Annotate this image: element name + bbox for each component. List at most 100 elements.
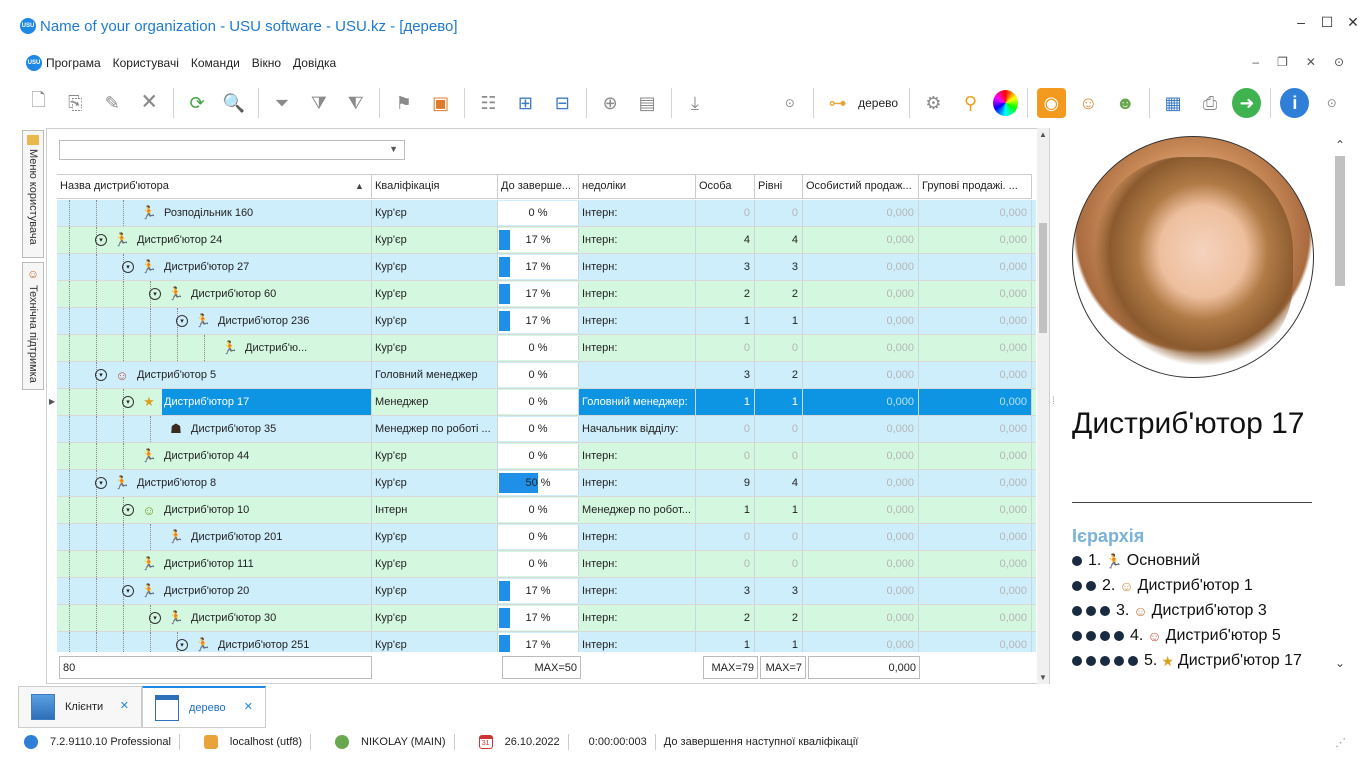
col-persons[interactable]: Особа: [696, 175, 755, 198]
toolbar-options-icon[interactable]: ⊙: [1326, 96, 1337, 110]
notes-icon[interactable]: ▤: [638, 92, 656, 113]
details-scroll-down-icon[interactable]: ⌄: [1335, 656, 1346, 670]
download-icon[interactable]: ⤓: [691, 92, 699, 113]
menu-program[interactable]: Програма: [46, 56, 101, 70]
expand-toggle-icon[interactable]: ▾: [122, 504, 134, 516]
table-row[interactable]: ▾ 🏃 Дистриб'ютор 60 Кур'єр 17 % Інтерн: …: [57, 281, 1036, 308]
menu-users[interactable]: Користувачі: [112, 56, 179, 70]
edit-record-icon[interactable]: ✎: [104, 92, 120, 113]
filter-dropdown[interactable]: ▼: [59, 140, 405, 160]
table-row[interactable]: ▾ 🏃 Дистриб'ютор 24 Кур'єр 17 % Інтерн: …: [57, 227, 1036, 254]
splitter-handle[interactable]: ⁞: [1052, 396, 1055, 407]
columns-icon[interactable]: ☷: [480, 92, 497, 113]
side-tab-support[interactable]: ☺ Технічна підтримка: [22, 262, 44, 390]
toolbar-more-icon[interactable]: ⊙: [784, 96, 795, 110]
scroll-up-icon[interactable]: ▲: [1039, 130, 1047, 139]
mdi-menu-icon[interactable]: ⊙: [1333, 55, 1344, 69]
tree-view-icon[interactable]: ⊶: [828, 92, 847, 113]
view-label[interactable]: дерево: [858, 96, 899, 110]
close-tab-icon[interactable]: ✕: [243, 701, 253, 713]
add-record-icon[interactable]: 🗋: [31, 90, 46, 110]
rss-icon[interactable]: ◉: [1036, 88, 1066, 118]
refresh-icon[interactable]: ⟳: [189, 92, 205, 113]
expand-toggle-icon[interactable]: ▾: [95, 369, 107, 381]
details-scrollbar[interactable]: ⌃ ⌄: [1333, 134, 1347, 674]
tree-collapse-icon[interactable]: ⊟: [554, 92, 570, 113]
cell-persons: 2: [696, 281, 755, 307]
resize-grip-icon[interactable]: ⋰: [1335, 736, 1346, 749]
table-row[interactable]: ☗ Дистриб'ютор 35 Менеджер по роботі ...…: [57, 416, 1036, 443]
table-row[interactable]: ▾ 🏃 Дистриб'ютор 8 Кур'єр 50 % Інтерн: 9…: [57, 470, 1036, 497]
menu-commands[interactable]: Команди: [190, 56, 240, 70]
export-arrow-icon[interactable]: ➜: [1232, 88, 1262, 118]
details-scroll-thumb[interactable]: [1335, 156, 1345, 286]
expand-toggle-icon[interactable]: ▾: [95, 477, 107, 489]
expand-toggle-icon[interactable]: ▾: [122, 396, 134, 408]
table-row[interactable]: ▾ 🏃 Дистриб'ютор 20 Кур'єр 17 % Інтерн: …: [57, 578, 1036, 605]
col-personal-sales[interactable]: Особистий продаж...: [803, 175, 919, 198]
menu-window[interactable]: Вікно: [251, 56, 282, 70]
minimize-icon[interactable]: –: [1297, 14, 1305, 30]
table-row[interactable]: ▾ ☺ Дистриб'ютор 5 Головний менеджер 0 %…: [57, 362, 1036, 389]
map-pin-icon[interactable]: ⚲: [963, 92, 977, 113]
mdi-minimize-icon[interactable]: –: [1252, 55, 1260, 69]
col-group-sales[interactable]: Групові продажі. ...: [919, 175, 1032, 198]
table-row[interactable]: 🏃 Розподільник 160 Кур'єр 0 % Інтерн: 0 …: [57, 200, 1036, 227]
table-row[interactable]: 🏃 Дистриб'ю... Кур'єр 0 % Інтерн: 0 0 0,…: [57, 335, 1036, 362]
expand-toggle-icon[interactable]: ▾: [176, 315, 188, 327]
tab-tree[interactable]: дерево ✕: [142, 686, 266, 728]
col-name[interactable]: Назва дистриб'ютора: [57, 175, 372, 198]
settings-gear-icon[interactable]: ⚙: [925, 92, 942, 113]
grid-scrollbar[interactable]: ▲ ▼: [1037, 128, 1049, 684]
table-row[interactable]: ▾ 🏃 Дистриб'ютор 236 Кур'єр 17 % Інтерн:…: [57, 308, 1036, 335]
color-wheel-icon[interactable]: [992, 90, 1018, 116]
table-row[interactable]: 🏃 Дистриб'ютор 201 Кур'єр 0 % Інтерн: 0 …: [57, 524, 1036, 551]
col-shortcomings[interactable]: недоліки: [579, 175, 696, 198]
tree-expand-icon[interactable]: ⊞: [517, 92, 533, 113]
mdi-close-icon[interactable]: ✕: [1305, 55, 1316, 69]
side-tab-user-menu[interactable]: Меню користувача: [22, 130, 44, 258]
add-column-icon[interactable]: ⊕: [602, 92, 618, 113]
close-icon[interactable]: ✕: [1347, 14, 1359, 30]
scroll-down-icon[interactable]: ▼: [1039, 673, 1047, 682]
menu-help[interactable]: Довідка: [293, 56, 337, 70]
table-icon[interactable]: ▦: [1164, 92, 1182, 113]
delete-record-icon[interactable]: 🗙: [142, 90, 157, 110]
table-row[interactable]: ▾ 🏃 Дистриб'ютор 251 Кур'єр 17 % Інтерн:…: [57, 632, 1036, 652]
expand-toggle-icon[interactable]: ▾: [95, 234, 107, 246]
expand-toggle-icon[interactable]: ▾: [122, 585, 134, 597]
maximize-icon[interactable]: ☐: [1320, 14, 1334, 30]
close-tab-icon[interactable]: ✕: [119, 700, 129, 712]
table-row[interactable]: 🏃 Дистриб'ютор 44 Кур'єр 0 % Інтерн: 0 0…: [57, 443, 1036, 470]
col-qualification[interactable]: Кваліфікація: [372, 175, 498, 198]
user-icon[interactable]: ☺: [1079, 92, 1098, 113]
print-icon[interactable]: ⎙: [1202, 92, 1218, 113]
image-icon[interactable]: ▣: [432, 92, 450, 113]
col-levels[interactable]: Рівні: [755, 175, 803, 198]
expand-toggle-icon[interactable]: ▾: [149, 288, 161, 300]
table-row[interactable]: ▾ ★ Дистриб'ютор 17 Менеджер 0 % Головни…: [57, 389, 1036, 416]
table-row[interactable]: 🏃 Дистриб'ютор 111 Кур'єр 0 % Інтерн: 0 …: [57, 551, 1036, 578]
info-icon[interactable]: i: [1280, 88, 1310, 118]
filter-edit-icon[interactable]: ⧩: [310, 92, 327, 113]
table-row[interactable]: ▾ ☺ Дистриб'ютор 10 Інтерн 0 % Менеджер …: [57, 497, 1036, 524]
expand-toggle-icon[interactable]: ▾: [149, 612, 161, 624]
filter-icon[interactable]: ⏷: [274, 92, 290, 113]
details-scroll-up-icon[interactable]: ⌃: [1335, 138, 1346, 152]
progress-bar: [499, 284, 510, 304]
mdi-restore-icon[interactable]: ❐: [1277, 55, 1288, 69]
expand-toggle-icon[interactable]: ▾: [176, 639, 188, 651]
tab-clients[interactable]: Клієнти ✕: [18, 686, 142, 728]
courier-icon: 🏃: [140, 448, 158, 463]
expand-toggle-icon[interactable]: ▾: [122, 261, 134, 273]
filter-check-icon[interactable]: ⧨: [347, 92, 364, 113]
cell-persons: 9: [696, 470, 755, 496]
col-progress[interactable]: До заверше...: [498, 175, 579, 198]
grid-scroll-thumb[interactable]: [1039, 223, 1047, 333]
table-row[interactable]: ▾ 🏃 Дистриб'ютор 27 Кур'єр 17 % Інтерн: …: [57, 254, 1036, 281]
copy-record-icon[interactable]: ⎘: [68, 92, 83, 113]
table-row[interactable]: ▾ 🏃 Дистриб'ютор 30 Кур'єр 17 % Інтерн: …: [57, 605, 1036, 632]
search-icon[interactable]: 🔍: [222, 92, 246, 113]
flag-icon[interactable]: ⚑: [395, 92, 412, 113]
users-icon[interactable]: ☻: [1115, 92, 1135, 113]
